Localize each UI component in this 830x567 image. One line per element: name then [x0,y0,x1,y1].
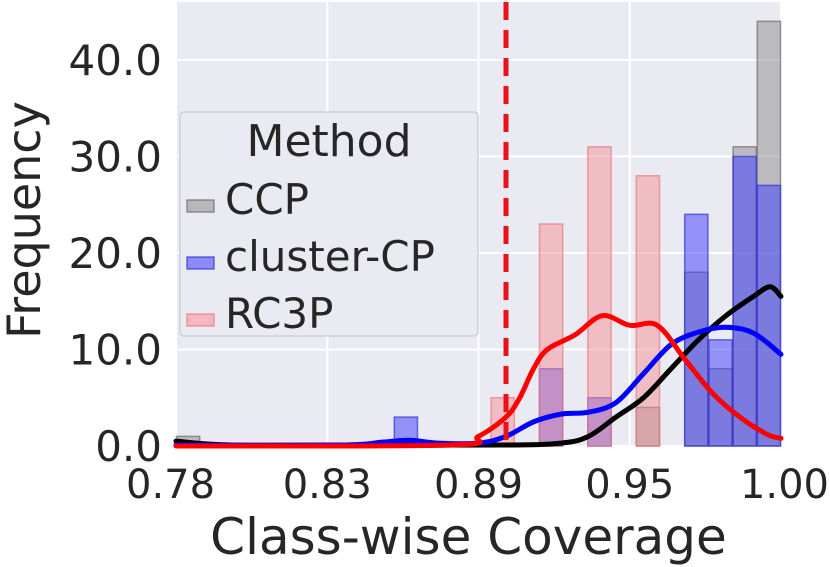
kde-line-cluster-cp [173,324,784,448]
y-axis-label: Frequency [0,101,51,339]
y-tick-label: 30.0 [68,132,162,181]
kde-curves [173,284,784,449]
legend-label-cluster-cp: cluster-CP [225,232,435,281]
legend: Method CCP cluster-CP RC3P [179,111,479,338]
x-tick-label: 0.83 [283,462,372,508]
kde-line-rc3p [173,313,784,449]
y-tick-label: 10.0 [68,325,162,374]
y-tick-label: 40.0 [68,36,162,85]
x-tick-label: 1.00 [740,462,829,508]
legend-swatch-cluster-cp [186,256,215,270]
legend-title: Method [246,116,411,167]
x-tick-label: 0.78 [126,462,215,508]
x-tick-label: 0.89 [434,462,523,508]
y-tick-label: 0.0 [95,422,162,471]
bar-cluster-cp [756,184,782,447]
x-tick-labels: 0.78 0.83 0.89 0.95 1.00 [126,462,829,508]
legend-label-rc3p: RC3P [225,289,333,338]
y-tick-label: 20.0 [68,229,162,278]
legend-swatch-rc3p [186,313,215,327]
legend-box [179,111,479,337]
y-tick-labels: 0.0 10.0 20.0 30.0 40.0 [68,36,162,471]
legend-label-ccp: CCP [225,175,309,224]
bar-rc3p [587,146,612,447]
legend-swatch-ccp [186,199,215,213]
x-tick-label: 0.95 [585,462,674,508]
x-axis-label: Class-wise Coverage [210,508,727,566]
bar-rc3p [635,174,661,447]
